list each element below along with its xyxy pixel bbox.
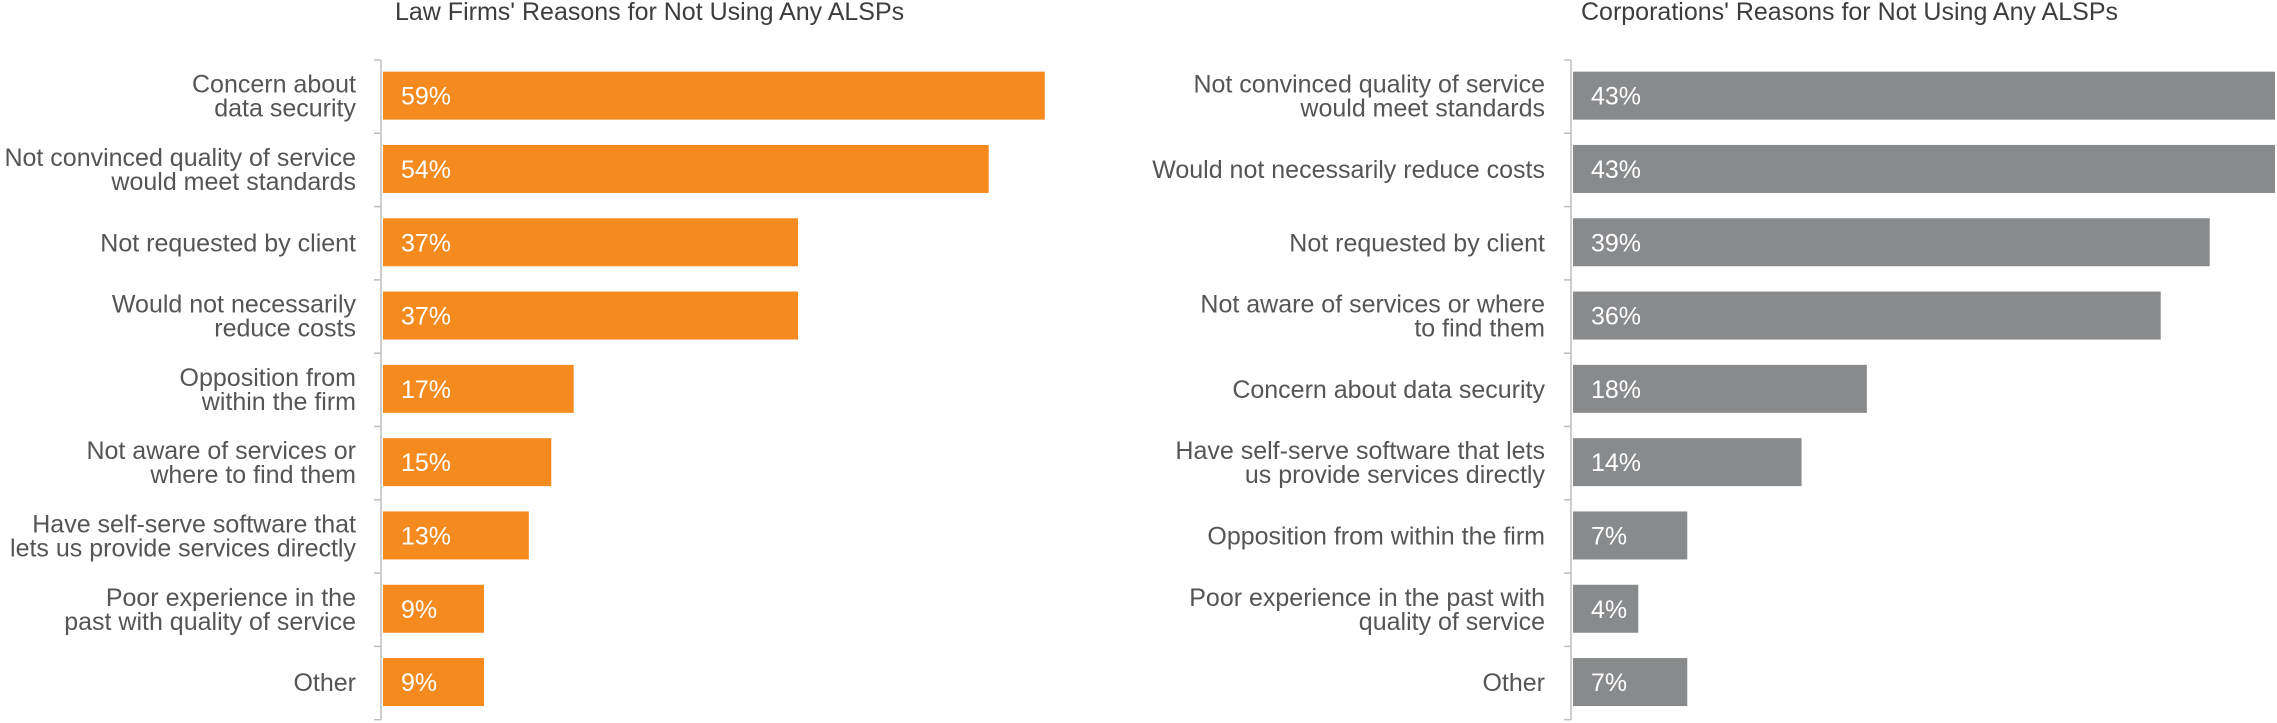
corporations-bar — [1573, 218, 2210, 267]
law-firms-value-label: 13% — [401, 522, 451, 550]
law-firms-category-label: Not aware of services or where to find th… — [86, 437, 356, 489]
law-firms-category-label: Opposition from within the firm — [180, 364, 356, 416]
law-firms-bar — [383, 71, 1045, 120]
law-firms-bar — [383, 291, 799, 340]
corporations-value-label: 14% — [1591, 449, 1641, 477]
corporations-bar — [1573, 511, 1688, 560]
corporations-bar — [1573, 291, 2161, 340]
corporations-bar — [1573, 658, 1688, 707]
law-firms-category-label: Not requested by client — [100, 229, 356, 257]
law-firms-bar — [383, 511, 529, 560]
corporations-value-label: 39% — [1591, 229, 1641, 257]
corporations-bar — [1573, 364, 1867, 413]
law-firms-bar — [383, 364, 574, 413]
law-firms-category-label: Other — [293, 669, 356, 697]
corporations-category-label: Not aware of services or where to find th… — [1200, 291, 1545, 343]
corporations-value-label: 7% — [1591, 669, 1627, 697]
corporations-category-label: Have self-serve software that lets us pro… — [1175, 437, 1545, 489]
corporations-value-label: 43% — [1591, 83, 1641, 111]
law-firms-value-label: 9% — [401, 596, 437, 624]
chart-title-law-firms: Law Firms' Reasons for Not Using Any ALS… — [395, 0, 904, 26]
corporations-category-label: Not convinced quality of service would me… — [1193, 71, 1545, 123]
corporations-value-label: 43% — [1591, 156, 1641, 184]
law-firms-bar — [383, 438, 552, 487]
corporations-value-label: 4% — [1591, 596, 1627, 624]
law-firms-value-label: 9% — [401, 669, 437, 697]
corporations-category-label: Opposition from within the firm — [1207, 522, 1545, 550]
law-firms-category-label: Concern about data security — [192, 71, 357, 123]
corporations-value-label: 18% — [1591, 376, 1641, 404]
corporations-category-label: Concern about data security — [1232, 376, 1545, 404]
law-firms-category-label: Poor experience in the past with quality … — [64, 584, 356, 636]
law-firms-bar — [383, 144, 989, 193]
corporations-bar — [1573, 71, 2275, 120]
corporations-value-label: 7% — [1591, 522, 1627, 550]
corporations-category-label: Would not necessarily reduce costs — [1152, 156, 1545, 184]
corporations-value-label: 36% — [1591, 303, 1641, 331]
corporations-category-label: Not requested by client — [1289, 229, 1545, 257]
law-firms-value-label: 37% — [401, 303, 451, 331]
law-firms-value-label: 37% — [401, 229, 451, 257]
law-firms-value-label: 17% — [401, 376, 451, 404]
law-firms-value-label: 59% — [401, 83, 451, 111]
corporations-bar — [1573, 144, 2275, 193]
corporations-category-label: Poor experience in the past with quality … — [1189, 584, 1545, 636]
corporations-bar — [1573, 438, 1802, 487]
law-firms-value-label: 54% — [401, 156, 451, 184]
chart-title-corporations: Corporations' Reasons for Not Using Any … — [1581, 0, 2118, 26]
law-firms-category-label: Have self-serve software that lets us pro… — [10, 510, 356, 562]
law-firms-bar — [383, 218, 799, 267]
law-firms-category-label: Not convinced quality of service would me… — [4, 144, 356, 196]
corporations-bar — [1573, 584, 1639, 633]
law-firms-bar — [383, 584, 484, 633]
law-firms-category-label: Would not necessarily reduce costs — [112, 291, 357, 343]
law-firms-bar — [383, 658, 484, 707]
law-firms-value-label: 15% — [401, 449, 451, 477]
corporations-category-label: Other — [1482, 669, 1545, 697]
